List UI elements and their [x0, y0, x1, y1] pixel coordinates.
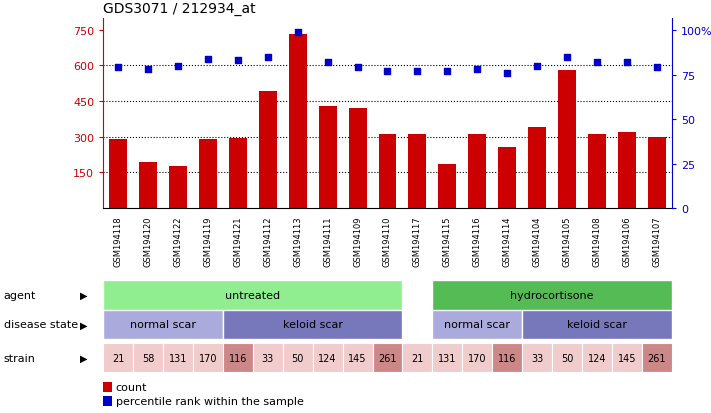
Text: ▶: ▶ — [80, 353, 87, 363]
Text: 131: 131 — [169, 353, 187, 363]
Bar — [348, 109, 367, 209]
Bar — [313, 343, 343, 373]
Text: 145: 145 — [618, 353, 636, 363]
Bar — [618, 133, 636, 209]
Bar — [612, 343, 642, 373]
Point — [112, 65, 124, 71]
Bar — [163, 343, 193, 373]
Text: strain: strain — [4, 353, 36, 363]
Bar — [169, 167, 187, 209]
Point — [592, 59, 603, 66]
Bar — [582, 343, 612, 373]
Point — [621, 59, 633, 66]
Bar — [408, 135, 427, 209]
Point — [172, 63, 183, 70]
Bar — [199, 140, 217, 209]
Point — [142, 67, 154, 74]
Bar — [469, 135, 486, 209]
Bar — [109, 140, 127, 209]
Text: ▶: ▶ — [80, 290, 87, 300]
Text: disease state: disease state — [4, 320, 77, 330]
Bar — [528, 128, 546, 209]
Text: 170: 170 — [198, 353, 217, 363]
Bar — [492, 343, 522, 373]
Bar — [378, 135, 397, 209]
Bar — [588, 135, 606, 209]
Text: 21: 21 — [112, 353, 124, 363]
Text: 124: 124 — [588, 353, 606, 363]
Text: 261: 261 — [648, 353, 666, 363]
Bar — [133, 343, 163, 373]
Bar — [103, 280, 402, 310]
Bar — [103, 396, 112, 406]
Text: 170: 170 — [468, 353, 486, 363]
Bar — [462, 343, 492, 373]
Text: untreated: untreated — [225, 290, 280, 300]
Text: count: count — [116, 382, 147, 392]
Text: GDS3071 / 212934_at: GDS3071 / 212934_at — [103, 2, 256, 16]
Bar — [439, 165, 456, 209]
Point — [501, 70, 513, 77]
Point — [352, 65, 363, 71]
Point — [651, 65, 663, 71]
Text: keloid scar: keloid scar — [283, 320, 343, 330]
Bar — [522, 310, 672, 339]
Text: 145: 145 — [348, 353, 367, 363]
Bar — [432, 310, 522, 339]
Text: 261: 261 — [378, 353, 397, 363]
Bar — [558, 71, 576, 209]
Bar — [103, 310, 223, 339]
Bar — [253, 343, 283, 373]
Point — [412, 69, 423, 75]
Bar — [259, 92, 277, 209]
Text: normal scar: normal scar — [130, 320, 196, 330]
Point — [232, 58, 243, 64]
Text: ▶: ▶ — [80, 320, 87, 330]
Bar — [498, 148, 516, 209]
Text: agent: agent — [4, 290, 36, 300]
Point — [442, 69, 453, 75]
Point — [471, 67, 483, 74]
Text: percentile rank within the sample: percentile rank within the sample — [116, 396, 304, 406]
Bar — [402, 343, 432, 373]
Bar — [432, 343, 462, 373]
Bar — [343, 343, 373, 373]
Bar — [223, 343, 253, 373]
Point — [262, 55, 274, 61]
Bar — [648, 137, 666, 209]
Bar — [229, 138, 247, 209]
Text: 116: 116 — [498, 353, 516, 363]
Bar — [289, 35, 306, 209]
Bar — [552, 343, 582, 373]
Text: 58: 58 — [141, 353, 154, 363]
Text: 33: 33 — [262, 353, 274, 363]
Point — [322, 59, 333, 66]
Text: keloid scar: keloid scar — [567, 320, 627, 330]
Bar — [193, 343, 223, 373]
Text: 21: 21 — [411, 353, 424, 363]
Point — [292, 29, 304, 36]
Bar — [103, 382, 112, 392]
Bar — [319, 107, 336, 209]
Bar — [373, 343, 402, 373]
Bar — [103, 343, 133, 373]
Bar — [223, 310, 402, 339]
Bar — [283, 343, 313, 373]
Bar — [432, 280, 672, 310]
Bar — [139, 162, 157, 209]
Point — [202, 56, 213, 63]
Point — [562, 55, 573, 61]
Text: 50: 50 — [561, 353, 573, 363]
Text: normal scar: normal scar — [444, 320, 510, 330]
Bar — [522, 343, 552, 373]
Text: 131: 131 — [438, 353, 456, 363]
Point — [532, 63, 543, 70]
Text: 33: 33 — [531, 353, 543, 363]
Text: 116: 116 — [229, 353, 247, 363]
Bar — [642, 343, 672, 373]
Point — [382, 69, 393, 75]
Text: 50: 50 — [292, 353, 304, 363]
Text: hydrocortisone: hydrocortisone — [510, 290, 594, 300]
Text: 124: 124 — [319, 353, 337, 363]
